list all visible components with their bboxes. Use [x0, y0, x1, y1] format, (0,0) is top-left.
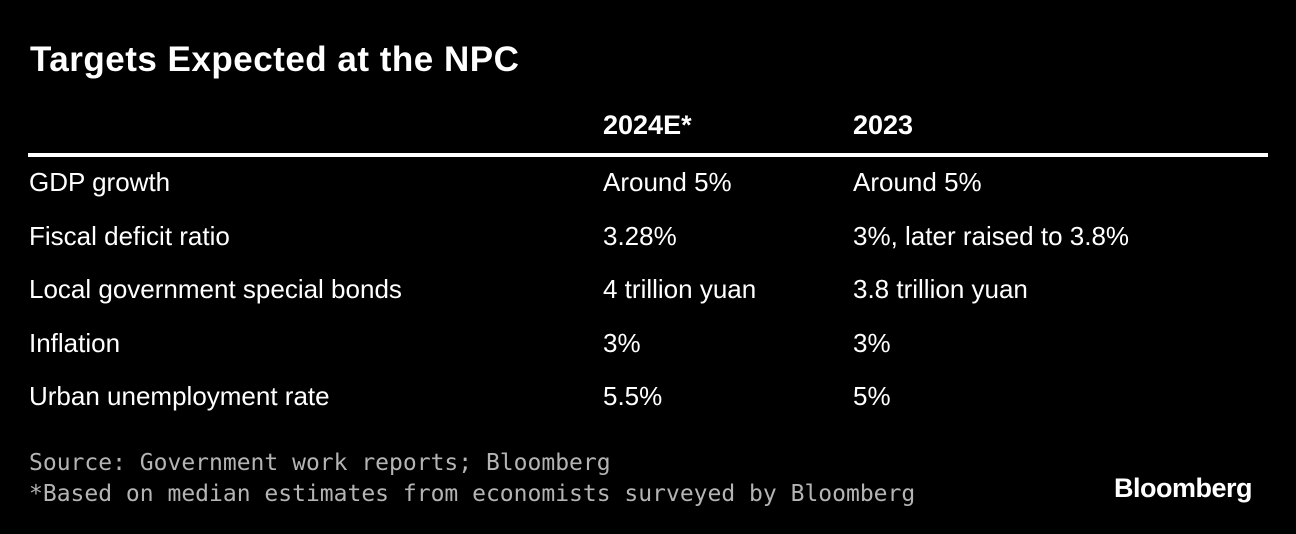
- value-2023: Around 5%: [853, 167, 982, 197]
- row-label: Urban unemployment rate: [29, 381, 330, 411]
- row-label: Local government special bonds: [29, 274, 402, 304]
- value-2024e: 3.28%: [603, 221, 677, 251]
- value-2024e: 4 trillion yuan: [603, 274, 757, 304]
- value-2023: 5%: [853, 381, 891, 411]
- value-2024e: 5.5%: [603, 381, 663, 411]
- table-row: Urban unemployment rate 5.5% 5%: [0, 376, 1296, 416]
- source-note: Source: Government work reports; Bloombe…: [29, 450, 611, 476]
- table-row: GDP growth Around 5% Around 5%: [0, 162, 1296, 202]
- value-2023: 3%, later raised to 3.8%: [853, 221, 1130, 251]
- column-header-2024e: 2024E*: [603, 110, 692, 140]
- bloomberg-logo: Bloomberg: [1114, 473, 1253, 503]
- value-2023: 3.8 trillion yuan: [853, 274, 1028, 304]
- table-row: Inflation 3% 3%: [0, 323, 1296, 363]
- row-label: Fiscal deficit ratio: [29, 221, 230, 251]
- table-row: Local government special bonds 4 trillion…: [0, 269, 1296, 309]
- table-title: Targets Expected at the NPC: [30, 40, 520, 79]
- value-2024e: 3%: [603, 328, 641, 358]
- column-header-2023: 2023: [853, 110, 914, 140]
- estimate-footnote: *Based on median estimates from economis…: [29, 481, 916, 507]
- row-label: Inflation: [29, 328, 121, 358]
- value-2023: 3%: [853, 328, 891, 358]
- table-row: Fiscal deficit ratio 3.28% 3%, later raise…: [0, 216, 1296, 256]
- value-2024e: Around 5%: [603, 167, 732, 197]
- header-rule: [28, 153, 1268, 157]
- row-label: GDP growth: [29, 167, 171, 197]
